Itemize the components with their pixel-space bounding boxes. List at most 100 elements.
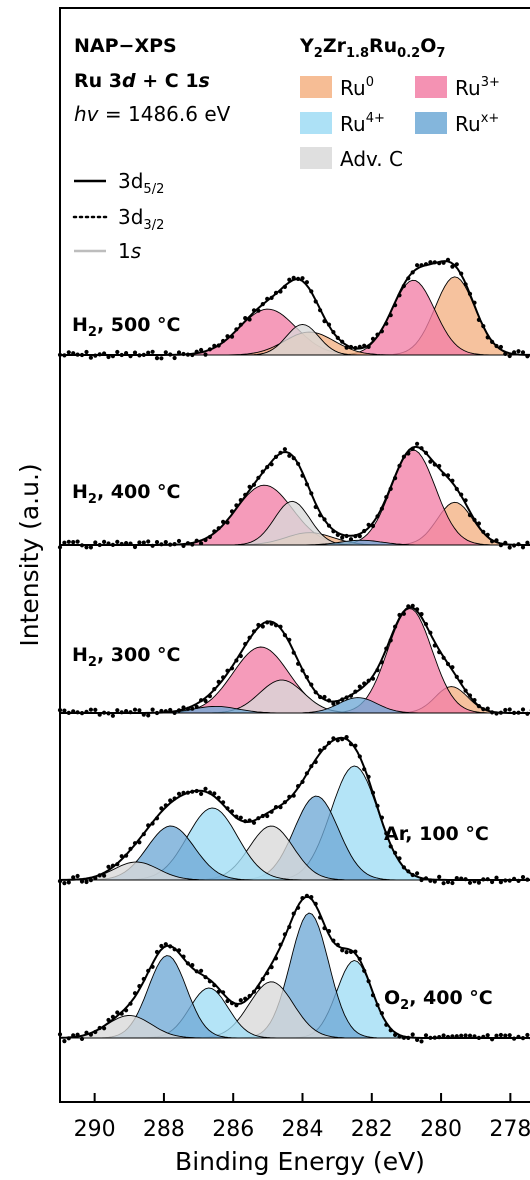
data-point <box>225 334 230 339</box>
data-point <box>146 823 151 828</box>
x-tick-label: 288 <box>143 1117 185 1142</box>
data-point <box>463 877 468 882</box>
data-point <box>393 850 398 856</box>
data-point <box>269 621 274 626</box>
data-point <box>97 1025 102 1031</box>
data-point <box>159 943 164 949</box>
data-point <box>119 1011 124 1016</box>
data-point <box>79 711 85 716</box>
legend-entry-label: Ru3+ <box>455 75 500 100</box>
data-point <box>454 262 459 267</box>
data-point <box>62 353 67 358</box>
data-point <box>146 713 151 718</box>
data-point <box>344 345 349 350</box>
data-point <box>141 352 146 357</box>
data-point <box>287 924 292 930</box>
data-point <box>344 695 349 700</box>
data-point <box>322 319 327 324</box>
data-point <box>379 506 384 511</box>
x-tick-label: 284 <box>282 1117 324 1142</box>
data-point <box>137 708 142 713</box>
data-point <box>419 877 424 883</box>
data-point <box>357 534 362 539</box>
data-point <box>454 486 459 492</box>
data-point <box>520 1036 526 1041</box>
data-point <box>419 612 424 617</box>
data-point <box>150 543 155 548</box>
data-point <box>71 351 76 356</box>
legend-swatch <box>300 112 332 134</box>
data-point <box>66 350 71 355</box>
legend-entry-label: Adv. C <box>340 147 403 171</box>
data-point <box>340 697 345 702</box>
data-point <box>454 1034 459 1039</box>
data-point <box>485 706 490 711</box>
data-point <box>481 1034 486 1039</box>
data-point <box>269 965 274 970</box>
data-point <box>256 622 261 628</box>
data-point <box>159 806 164 811</box>
data-point <box>476 704 481 709</box>
data-point <box>370 523 376 529</box>
data-point <box>437 261 442 266</box>
data-point <box>168 707 173 713</box>
data-point <box>154 816 160 821</box>
data-point <box>467 1033 473 1038</box>
data-point <box>150 707 155 712</box>
data-point <box>476 521 481 526</box>
data-point <box>331 938 336 943</box>
data-point <box>269 462 274 467</box>
data-point <box>287 277 292 282</box>
data-point <box>119 352 124 358</box>
data-point <box>203 352 208 357</box>
data-point <box>216 526 221 531</box>
data-point <box>406 276 411 281</box>
data-point <box>146 539 151 544</box>
data-point <box>384 495 389 500</box>
data-point <box>199 541 204 546</box>
data-point <box>296 276 301 281</box>
data-point <box>494 711 499 716</box>
data-point <box>75 710 80 715</box>
data-point <box>525 877 530 882</box>
data-point <box>260 976 265 982</box>
data-point <box>119 710 124 715</box>
data-point <box>459 271 464 276</box>
data-point <box>313 504 318 510</box>
data-point <box>313 901 318 907</box>
data-point <box>520 350 526 355</box>
data-point <box>273 623 279 628</box>
data-point <box>481 529 486 534</box>
condition-label: H2, 300 °C <box>72 644 181 670</box>
data-point <box>212 791 217 796</box>
data-point <box>318 748 323 753</box>
data-point <box>66 710 71 716</box>
data-point <box>106 1017 111 1023</box>
data-point <box>234 327 239 332</box>
data-point <box>278 450 283 455</box>
data-point <box>278 942 283 947</box>
data-point <box>331 529 336 534</box>
data-point <box>467 513 473 518</box>
data-point <box>362 343 367 348</box>
data-point <box>278 624 283 629</box>
data-point <box>137 540 142 545</box>
spectra-layer <box>57 257 530 1044</box>
data-point <box>260 302 265 307</box>
data-point <box>494 538 499 543</box>
data-point <box>300 896 305 901</box>
data-point <box>450 880 455 886</box>
data-point <box>265 620 270 625</box>
data-point <box>445 473 451 478</box>
legend-entry-label: Ru0 <box>340 75 374 100</box>
spectrum-2 <box>57 441 530 550</box>
data-point <box>247 818 252 823</box>
data-point <box>212 529 217 534</box>
data-point <box>472 517 477 523</box>
data-point <box>335 335 340 340</box>
data-point <box>454 674 459 680</box>
data-point <box>318 308 323 313</box>
data-point <box>79 352 85 358</box>
data-point <box>238 998 243 1003</box>
data-point <box>525 540 530 545</box>
